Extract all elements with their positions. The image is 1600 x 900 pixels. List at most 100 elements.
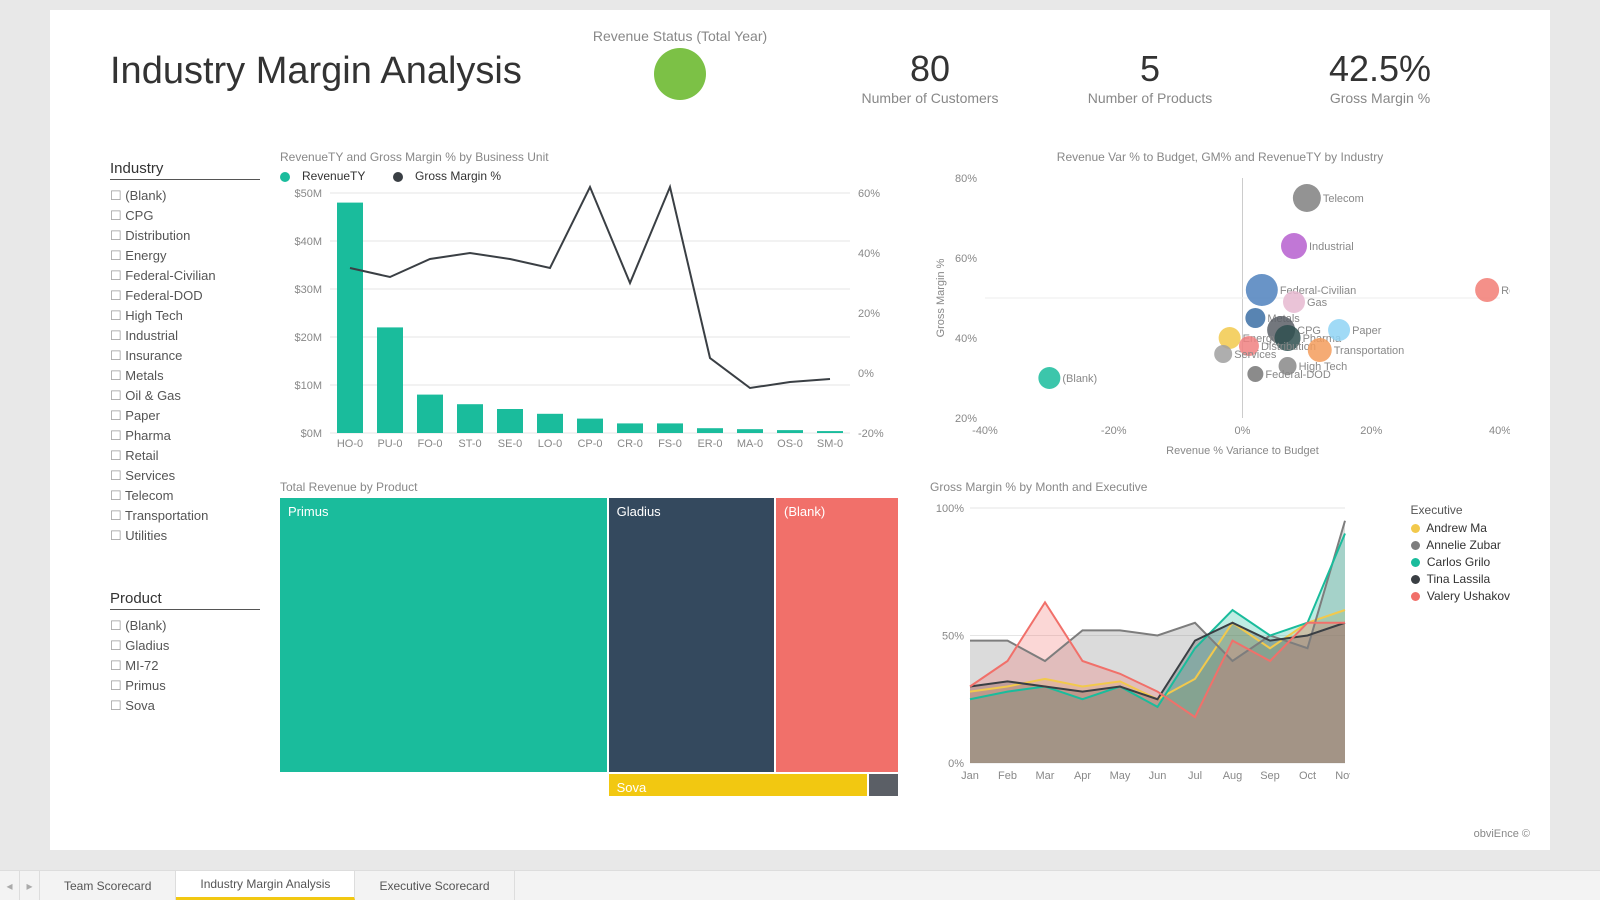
slicer-industry[interactable]: Industry (Blank)CPGDistributionEnergyFed… xyxy=(110,160,260,546)
page-tab[interactable]: Executive Scorecard xyxy=(355,871,514,900)
svg-text:Apr: Apr xyxy=(1074,770,1091,782)
kpi-customers-label: Number of Customers xyxy=(820,90,1040,106)
svg-text:ST-0: ST-0 xyxy=(458,438,481,450)
slicer-industry-item[interactable]: Industrial xyxy=(110,326,260,346)
svg-text:Federal-DOD: Federal-DOD xyxy=(1265,369,1330,381)
svg-text:Mar: Mar xyxy=(1036,770,1055,782)
svg-text:60%: 60% xyxy=(955,253,977,265)
line-legend-item[interactable]: Valery Ushakov xyxy=(1411,589,1510,603)
slicer-product-item[interactable]: Primus xyxy=(110,676,260,696)
treemap-plot: PrimusGladius(Blank)Sova xyxy=(280,498,900,798)
slicer-industry-item[interactable]: Insurance xyxy=(110,346,260,366)
svg-text:Services: Services xyxy=(1234,349,1277,361)
scatter-chart[interactable]: Revenue Var % to Budget, GM% and Revenue… xyxy=(930,150,1510,460)
line-legend-item[interactable]: Andrew Ma xyxy=(1411,521,1510,535)
slicer-industry-item[interactable]: CPG xyxy=(110,206,260,226)
page-title: Industry Margin Analysis xyxy=(110,50,522,93)
line-legend-item[interactable]: Carlos Grilo xyxy=(1411,555,1510,569)
svg-text:Sep: Sep xyxy=(1260,770,1280,782)
svg-text:FS-0: FS-0 xyxy=(658,438,682,450)
slicer-industry-item[interactable]: Telecom xyxy=(110,486,260,506)
line-chart-title: Gross Margin % by Month and Executive xyxy=(930,480,1510,494)
slicer-industry-item[interactable]: High Tech xyxy=(110,306,260,326)
slicer-industry-item[interactable]: Retail xyxy=(110,446,260,466)
slicer-industry-item[interactable]: Pharma xyxy=(110,426,260,446)
page-tab[interactable]: Team Scorecard xyxy=(40,871,176,900)
svg-text:CR-0: CR-0 xyxy=(617,438,643,450)
slicer-industry-item[interactable]: Services xyxy=(110,466,260,486)
svg-text:SM-0: SM-0 xyxy=(817,438,843,450)
slicer-industry-item[interactable]: Federal-DOD xyxy=(110,286,260,306)
svg-text:60%: 60% xyxy=(858,188,880,200)
kpi-gm-label: Gross Margin % xyxy=(1270,90,1490,106)
slicer-product[interactable]: Product (Blank)GladiusMI-72PrimusSova xyxy=(110,590,260,716)
svg-text:$0M: $0M xyxy=(301,428,322,440)
treemap-chart[interactable]: Total Revenue by Product PrimusGladius(B… xyxy=(280,480,900,800)
line-legend-item[interactable]: Tina Lassila xyxy=(1411,572,1510,586)
revenue-status-label: Revenue Status (Total Year) xyxy=(580,28,780,44)
treemap-cell[interactable]: Gladius xyxy=(609,498,774,772)
tab-nav-next-icon[interactable]: ▸ xyxy=(20,871,40,900)
svg-text:20%: 20% xyxy=(1360,425,1382,437)
svg-text:Retail: Retail xyxy=(1501,285,1510,297)
kpi-products: 5 Number of Products xyxy=(1050,48,1250,106)
treemap-cell[interactable] xyxy=(869,774,898,796)
scatter-chart-title: Revenue Var % to Budget, GM% and Revenue… xyxy=(930,150,1510,164)
svg-text:CP-0: CP-0 xyxy=(577,438,602,450)
kpi-customers-value: 80 xyxy=(820,48,1040,90)
treemap-cell[interactable]: Sova xyxy=(609,774,867,796)
svg-text:$50M: $50M xyxy=(294,188,322,200)
combo-legend-bar: RevenueTY xyxy=(302,169,365,183)
slicer-industry-item[interactable]: Energy xyxy=(110,246,260,266)
revenue-status-kpi: Revenue Status (Total Year) xyxy=(580,28,780,100)
svg-text:-20%: -20% xyxy=(858,428,884,440)
combo-legend-line: Gross Margin % xyxy=(415,169,501,183)
slicer-product-item[interactable]: MI-72 xyxy=(110,656,260,676)
slicer-industry-item[interactable]: Metals xyxy=(110,366,260,386)
slicer-industry-item[interactable]: Transportation xyxy=(110,506,260,526)
svg-text:0%: 0% xyxy=(948,758,964,770)
scatter-chart-plot: -40%-20%0%20%40%20%40%60%80%TelecomIndus… xyxy=(930,168,1510,458)
svg-text:$30M: $30M xyxy=(294,284,322,296)
svg-text:Jun: Jun xyxy=(1149,770,1167,782)
kpi-customers: 80 Number of Customers xyxy=(820,48,1040,106)
svg-text:Jul: Jul xyxy=(1188,770,1202,782)
line-chart[interactable]: Gross Margin % by Month and Executive 0%… xyxy=(930,480,1510,800)
slicer-industry-item[interactable]: Federal-Civilian xyxy=(110,266,260,286)
slicer-industry-item[interactable]: (Blank) xyxy=(110,186,260,206)
svg-text:Revenue % Variance to Budget: Revenue % Variance to Budget xyxy=(1166,445,1319,457)
slicer-product-item[interactable]: Sova xyxy=(110,696,260,716)
svg-text:(Blank): (Blank) xyxy=(1062,373,1097,385)
combo-chart-plot: $0M$10M$20M$30M$40M$50M-20%0%20%40%60%HO… xyxy=(280,183,900,463)
page-tabs: ◂ ▸ Team ScorecardIndustry Margin Analys… xyxy=(0,870,1600,900)
report-canvas: Industry Margin Analysis Revenue Status … xyxy=(50,10,1550,850)
svg-text:20%: 20% xyxy=(858,308,880,320)
treemap-title: Total Revenue by Product xyxy=(280,480,900,494)
treemap-cell[interactable]: Primus xyxy=(280,498,607,772)
page-tab[interactable]: Industry Margin Analysis xyxy=(176,871,355,900)
svg-text:LO-0: LO-0 xyxy=(538,438,562,450)
svg-text:0%: 0% xyxy=(1235,425,1251,437)
line-chart-legend: Executive Andrew Ma Annelie Zubar Carlos… xyxy=(1411,500,1510,606)
svg-text:SE-0: SE-0 xyxy=(498,438,522,450)
svg-text:Gas: Gas xyxy=(1307,297,1328,309)
slicer-product-title: Product xyxy=(110,590,260,610)
svg-text:$40M: $40M xyxy=(294,236,322,248)
svg-text:OS-0: OS-0 xyxy=(777,438,803,450)
slicer-product-item[interactable]: Gladius xyxy=(110,636,260,656)
svg-text:Industrial: Industrial xyxy=(1309,241,1354,253)
svg-text:20%: 20% xyxy=(955,413,977,425)
slicer-industry-item[interactable]: Distribution xyxy=(110,226,260,246)
slicer-industry-item[interactable]: Paper xyxy=(110,406,260,426)
kpi-gross-margin: 42.5% Gross Margin % xyxy=(1270,48,1490,106)
svg-text:40%: 40% xyxy=(858,248,880,260)
combo-chart[interactable]: RevenueTY and Gross Margin % by Business… xyxy=(280,150,900,470)
line-legend-title: Executive xyxy=(1411,503,1510,517)
tab-nav-prev-icon[interactable]: ◂ xyxy=(0,871,20,900)
svg-text:Jan: Jan xyxy=(961,770,979,782)
slicer-product-item[interactable]: (Blank) xyxy=(110,616,260,636)
slicer-industry-item[interactable]: Utilities xyxy=(110,526,260,546)
slicer-industry-item[interactable]: Oil & Gas xyxy=(110,386,260,406)
treemap-cell[interactable]: (Blank) xyxy=(776,498,898,772)
line-legend-item[interactable]: Annelie Zubar xyxy=(1411,538,1510,552)
